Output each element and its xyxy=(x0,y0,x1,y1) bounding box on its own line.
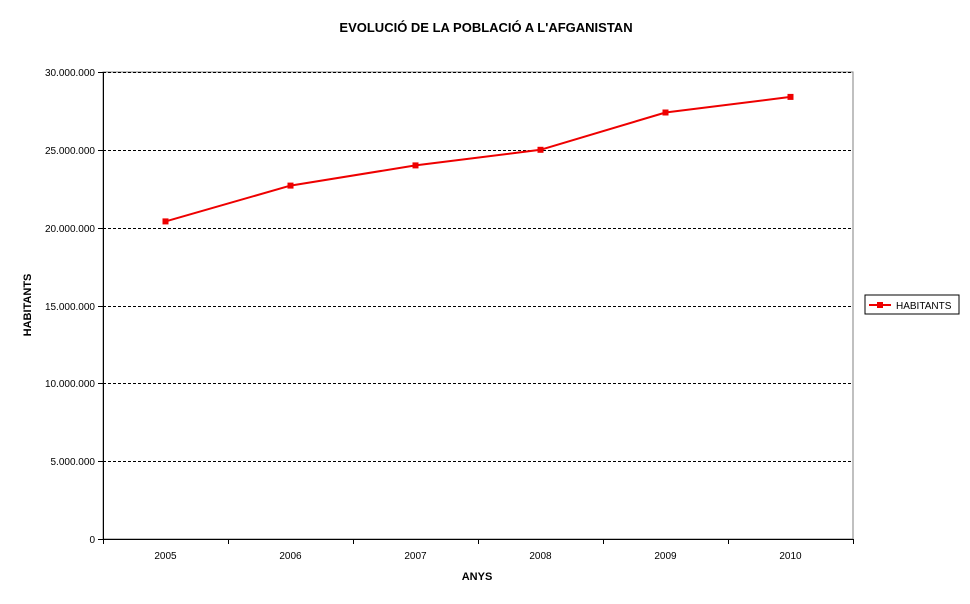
x-tick-label: 2006 xyxy=(279,551,302,562)
data-point xyxy=(787,93,794,100)
y-tick-label: 10.000.000 xyxy=(45,379,95,390)
data-point xyxy=(162,218,169,225)
x-axis-ticks: 2005 2006 2007 2008 2009 2010 xyxy=(103,539,854,562)
legend-marker-swatch xyxy=(877,302,883,308)
legend: HABITANTS xyxy=(864,294,960,315)
y-tick-label: 0 xyxy=(89,535,95,546)
chart-title: EVOLUCIÓ DE LA POBLACIÓ A L'AFGANISTAN xyxy=(339,20,632,35)
x-axis-title: ANYS xyxy=(462,571,493,583)
y-tick-label: 5.000.000 xyxy=(51,457,96,468)
series-habitants xyxy=(162,93,794,225)
gridlines xyxy=(103,72,853,462)
plot-area xyxy=(102,71,854,540)
y-tick-label: 30.000.000 xyxy=(45,68,95,79)
series-line xyxy=(165,95,791,223)
data-point xyxy=(287,182,294,189)
y-tick-label: 25.000.000 xyxy=(45,146,95,157)
legend-box xyxy=(864,294,960,315)
data-point xyxy=(537,146,544,153)
data-point xyxy=(412,162,419,169)
x-tick-label: 2010 xyxy=(779,551,802,562)
y-tick-label: 15.000.000 xyxy=(45,302,95,313)
legend-label: HABITANTS xyxy=(896,301,952,312)
x-tick-label: 2009 xyxy=(654,551,677,562)
x-tick-label: 2005 xyxy=(154,551,177,562)
y-axis-ticks: 0 5.000.000 10.000.000 15.000.000 20.000.000… xyxy=(45,68,103,546)
data-point xyxy=(662,109,669,116)
x-tick-label: 2007 xyxy=(404,551,427,562)
y-tick-label: 20.000.000 xyxy=(45,224,95,235)
x-tick-label: 2008 xyxy=(529,551,552,562)
y-axis-title: HABITANTS xyxy=(22,274,34,337)
